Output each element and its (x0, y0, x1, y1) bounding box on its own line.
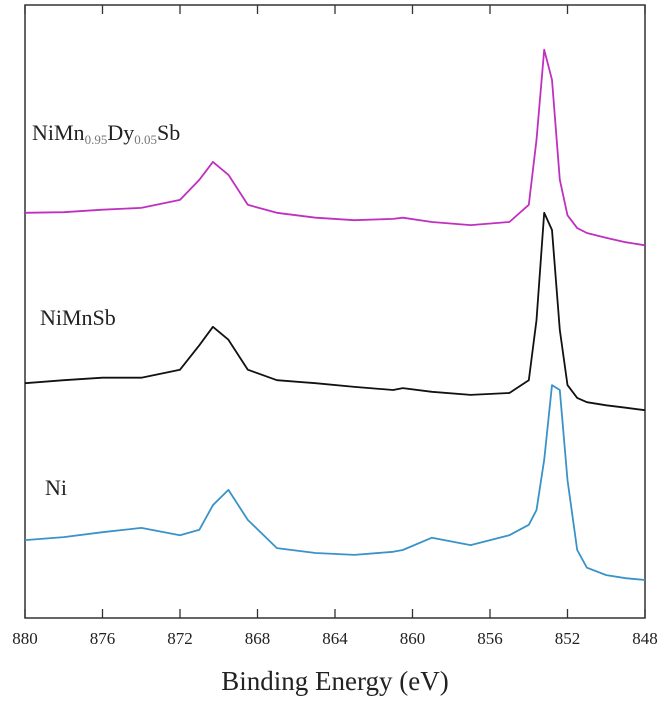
x-tick-label: 868 (245, 629, 271, 648)
x-tick-label: 860 (400, 629, 426, 648)
spectrum-line (24, 384, 646, 581)
x-tick-label: 856 (477, 629, 503, 648)
x-axis-title: Binding Energy (eV) (221, 666, 448, 696)
x-tick-label: 872 (167, 629, 193, 648)
x-tick-label: 852 (555, 629, 581, 648)
series-label: Ni (45, 475, 67, 500)
spectrum-line (24, 211, 646, 412)
x-tick-label: 848 (632, 629, 658, 648)
plot-frame (24, 4, 646, 619)
x-tick-label: 876 (90, 629, 116, 648)
x-tick-label: 864 (322, 629, 348, 648)
series-label: NiMn0.95Dy0.05Sb (32, 120, 180, 147)
spectrum-line (24, 48, 646, 247)
series-label: NiMnSb (40, 305, 116, 330)
x-tick-label: 880 (12, 629, 38, 648)
